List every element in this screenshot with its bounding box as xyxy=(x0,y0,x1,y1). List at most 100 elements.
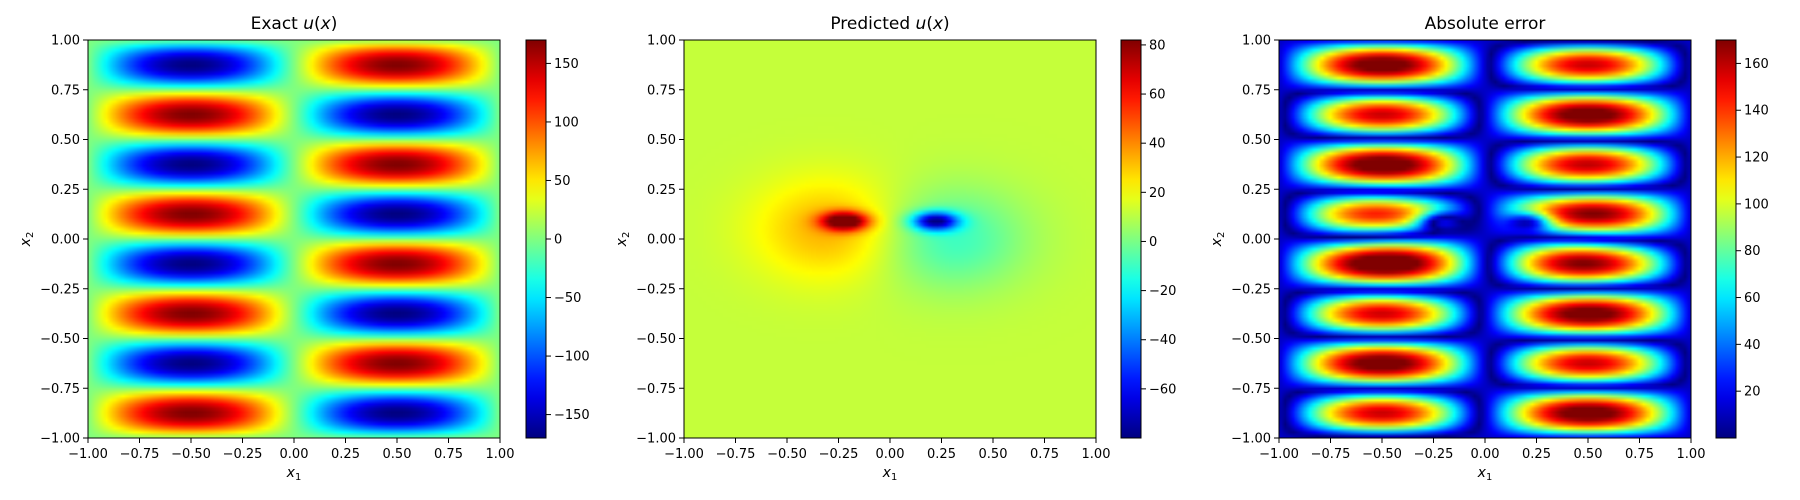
y-tick-label: −0.25 xyxy=(1231,282,1271,297)
colorbar: −150 −100 −50 0 50 100 150 xyxy=(525,39,590,439)
colorbar-tick-label: −100 xyxy=(554,350,590,365)
heatmap-image xyxy=(1279,40,1691,438)
x-tick-label: −0.25 xyxy=(223,447,263,462)
colorbar-tick-label: 50 xyxy=(554,174,571,189)
x-tick-label: 1.00 xyxy=(486,447,515,462)
x-tick-label: −0.75 xyxy=(716,447,756,462)
chart-title: Exact u(x) xyxy=(251,14,338,34)
y-tick-label: −0.50 xyxy=(40,332,80,347)
y-tick-label: 1.00 xyxy=(647,34,676,49)
x-tick-label: 0.00 xyxy=(280,447,309,462)
y-tick-label: 0.00 xyxy=(647,233,676,248)
x-tick-label: 0.50 xyxy=(383,447,412,462)
x-tick-label: −1.00 xyxy=(68,447,108,462)
y-tick-label: −0.75 xyxy=(1231,382,1271,397)
colorbar-tick-label: 80 xyxy=(1744,244,1761,259)
y-tick-label: 0.75 xyxy=(647,83,676,98)
x-tick-label: −0.75 xyxy=(120,447,160,462)
y-tick-label: −0.75 xyxy=(636,382,676,397)
x-tick-label: 0.00 xyxy=(876,447,905,462)
colorbar-frame xyxy=(1120,39,1142,439)
x-tick-label: −0.75 xyxy=(1311,447,1351,462)
colorbar-tick-label: −150 xyxy=(554,408,590,423)
y-axis-label: x2 xyxy=(18,232,36,248)
x-tick-label: −0.50 xyxy=(171,447,211,462)
colorbar-tick-label: 60 xyxy=(1149,88,1166,103)
colorbar-tick-label: 150 xyxy=(554,57,579,72)
colorbar-tick-label: −50 xyxy=(554,291,581,306)
x-tick-label: −1.00 xyxy=(664,447,704,462)
chart-title: Absolute error xyxy=(1425,14,1546,34)
colorbar: −60 −40 −20 0 20 40 60 80 xyxy=(1120,38,1176,439)
colorbar-tick-label: 20 xyxy=(1744,385,1761,400)
y-tick-label: 0.00 xyxy=(1242,233,1271,248)
y-tick-label: 0.50 xyxy=(51,133,80,148)
heatmap-image xyxy=(88,40,500,438)
x-tick-label: −0.50 xyxy=(1362,447,1402,462)
y-tick-label: −1.00 xyxy=(1231,432,1271,447)
colorbar-tick-label: 40 xyxy=(1744,338,1761,353)
x-tick-label: −0.25 xyxy=(819,447,859,462)
chart-title: Predicted u(x) xyxy=(830,14,949,34)
y-tick-label: 0.25 xyxy=(51,183,80,198)
colorbar-tick-label: 40 xyxy=(1149,137,1166,152)
y-tick-label: −0.50 xyxy=(636,332,676,347)
colorbar-tick-label: 120 xyxy=(1744,151,1769,166)
y-tick-label: 0.50 xyxy=(647,133,676,148)
colorbar-tick-label: 20 xyxy=(1149,186,1166,201)
x-tick-label: −0.25 xyxy=(1414,447,1454,462)
colorbar-tick-label: 80 xyxy=(1149,38,1166,53)
y-axis-label: x2 xyxy=(614,232,632,248)
colorbar-tick-label: 60 xyxy=(1744,291,1761,306)
x-tick-label: −1.00 xyxy=(1259,447,1299,462)
y-tick-label: 0.75 xyxy=(1242,83,1271,98)
x-tick-label: 1.00 xyxy=(1677,447,1706,462)
y-tick-label: −0.25 xyxy=(636,282,676,297)
x-axis-label: x1 xyxy=(882,465,898,483)
x-tick-label: 0.00 xyxy=(1471,447,1500,462)
y-tick-label: −1.00 xyxy=(636,432,676,447)
y-tick-label: −0.75 xyxy=(40,382,80,397)
y-axis-label: x2 xyxy=(1209,232,1227,248)
heatmap-panel-3: −1.00 −0.75 −0.50 −0.25 0.00 0.25 0.50 0.75 1.00… xyxy=(1209,14,1769,483)
colorbar-tick-label: 0 xyxy=(554,233,562,248)
x-tick-label: 0.50 xyxy=(1574,447,1603,462)
colorbar-tick-label: −20 xyxy=(1149,284,1176,299)
x-tick-label: 0.25 xyxy=(331,447,360,462)
heatmap-image xyxy=(684,40,1096,438)
colorbar-tick-label: 160 xyxy=(1744,57,1769,72)
colorbar: 20 40 60 80 100 120 140 160 xyxy=(1715,39,1769,439)
x-tick-label: 1.00 xyxy=(1082,447,1111,462)
y-tick-label: −0.50 xyxy=(1231,332,1271,347)
heatmap-panel-1: −1.00 −0.75 −0.50 −0.25 0.00 0.25 0.50 0.75 1.00… xyxy=(18,14,590,483)
heatmap-panel-2: −1.00 −0.75 −0.50 −0.25 0.00 0.25 0.50 0.75 1.00… xyxy=(614,14,1176,483)
colorbar-frame xyxy=(1715,39,1737,439)
colorbar-gradient xyxy=(526,40,546,438)
y-tick-label: 1.00 xyxy=(51,34,80,49)
y-tick-label: 0.75 xyxy=(51,83,80,98)
y-tick-label: −1.00 xyxy=(40,432,80,447)
x-axis-label: x1 xyxy=(286,465,302,483)
x-tick-label: 0.25 xyxy=(1522,447,1551,462)
x-tick-label: −0.50 xyxy=(767,447,807,462)
colorbar-tick-label: −40 xyxy=(1149,333,1176,348)
x-tick-label: 0.75 xyxy=(434,447,463,462)
x-tick-label: 0.25 xyxy=(927,447,956,462)
x-tick-label: 0.75 xyxy=(1030,447,1059,462)
colorbar-tick-label: 100 xyxy=(554,115,579,130)
colorbar-tick-label: −60 xyxy=(1149,382,1176,397)
y-tick-label: 0.25 xyxy=(1242,183,1271,198)
x-tick-label: 0.50 xyxy=(979,447,1008,462)
y-tick-label: −0.25 xyxy=(40,282,80,297)
colorbar-gradient xyxy=(1716,40,1736,438)
colorbar-tick-label: 140 xyxy=(1744,104,1769,119)
colorbar-tick-label: 100 xyxy=(1744,197,1769,212)
y-tick-label: 0.25 xyxy=(647,183,676,198)
x-axis-label: x1 xyxy=(1477,465,1493,483)
colorbar-gradient xyxy=(1121,40,1141,438)
y-tick-label: 0.00 xyxy=(51,233,80,248)
colorbar-tick-label: 0 xyxy=(1149,235,1157,250)
y-tick-label: 1.00 xyxy=(1242,34,1271,49)
y-tick-label: 0.50 xyxy=(1242,133,1271,148)
